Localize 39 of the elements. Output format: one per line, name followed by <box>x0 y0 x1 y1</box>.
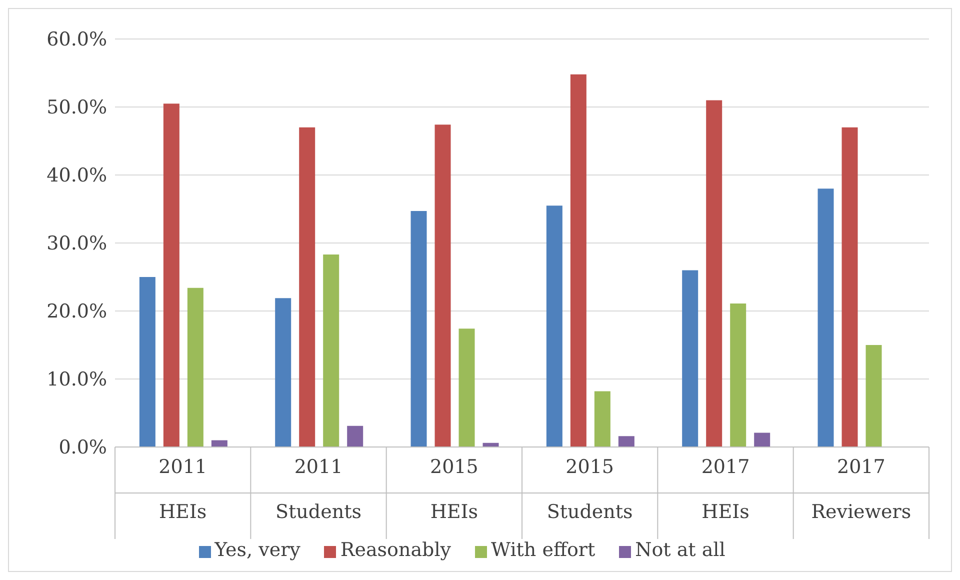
bar <box>458 328 475 447</box>
category-label: 2017 HEIs <box>701 456 750 523</box>
legend-label: Reasonably <box>340 539 452 561</box>
bar <box>139 277 156 447</box>
bar <box>618 436 634 447</box>
bar <box>754 432 770 447</box>
bar <box>347 426 364 447</box>
category-label: 2011 Students <box>276 456 362 523</box>
bar <box>323 254 340 447</box>
category-label: 2011 HEIs <box>158 456 208 523</box>
y-tick-label: 30.0% <box>46 232 107 255</box>
bar <box>682 270 698 447</box>
y-tick-label: 50.0% <box>46 96 107 119</box>
bar <box>434 124 451 447</box>
bar <box>410 211 427 447</box>
legend-label: With effort <box>491 539 596 561</box>
bar <box>163 104 180 447</box>
category-label: 2015 HEIs <box>430 456 478 523</box>
bar <box>546 206 562 447</box>
bar <box>299 127 316 447</box>
bar <box>594 391 610 447</box>
legend-label: Not at all <box>635 539 726 561</box>
category-label: 2017 Reviewers <box>811 456 912 523</box>
bar <box>187 288 204 447</box>
bar <box>818 188 834 447</box>
bar <box>211 440 228 447</box>
y-tick-label: 20.0% <box>46 300 107 323</box>
y-tick-label: 10.0% <box>46 368 107 391</box>
bar <box>866 345 882 447</box>
bar <box>730 304 746 447</box>
bar <box>706 100 722 447</box>
legend-label: Yes, very <box>214 539 300 561</box>
y-tick-label: 60.0% <box>46 28 107 51</box>
category-label: 2015 Students <box>546 456 633 523</box>
y-tick-label: 0.0% <box>58 436 107 459</box>
bar <box>570 74 586 447</box>
bar <box>275 298 292 447</box>
y-tick-label: 40.0% <box>46 164 107 187</box>
bar <box>842 127 858 447</box>
